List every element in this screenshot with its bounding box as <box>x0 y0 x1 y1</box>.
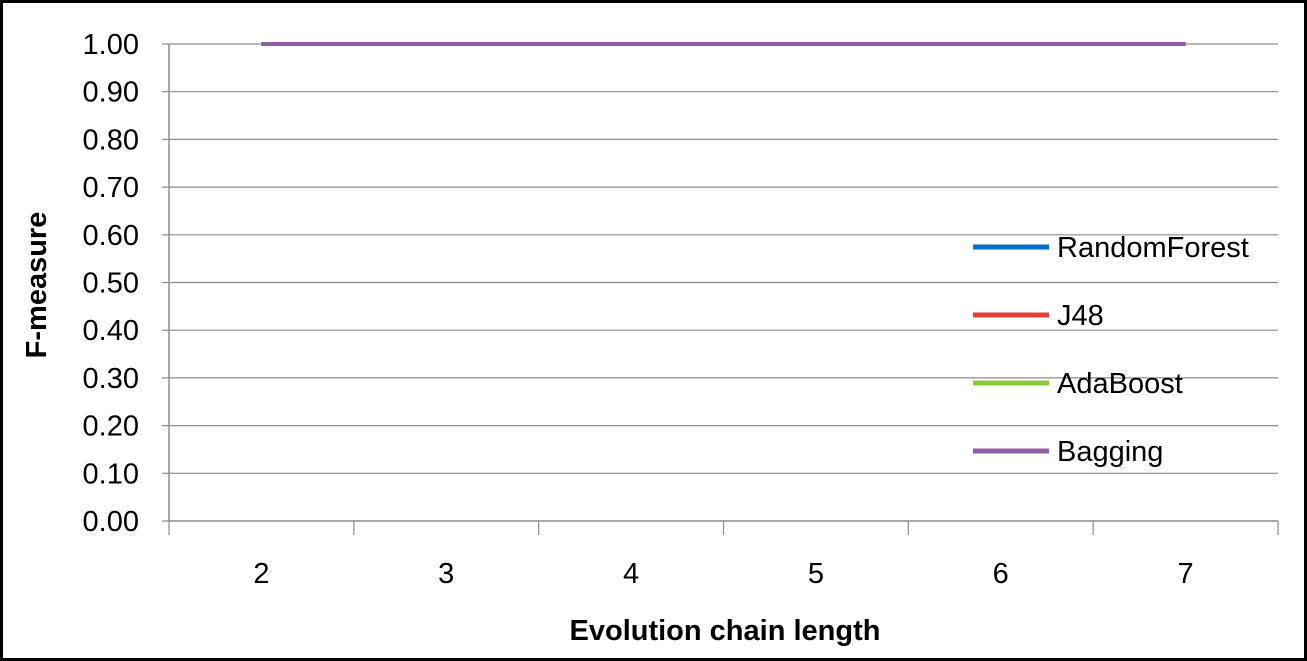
legend-label: J48 <box>1057 300 1104 332</box>
x-axis-title: Evolution chain length <box>570 615 881 647</box>
x-tick-label: 5 <box>808 558 824 590</box>
y-tick-label: 0.10 <box>83 458 139 490</box>
y-tick-label: 0.00 <box>83 506 139 538</box>
y-tick-label: 0.30 <box>83 363 139 395</box>
x-tick-label: 2 <box>253 558 269 590</box>
y-tick-label: 0.50 <box>83 268 139 300</box>
x-tick-label: 3 <box>438 558 454 590</box>
line-chart: 0.00 0.10 0.20 0.30 0.40 0.50 0.60 0.70 0.80 0.90… <box>21 29 1279 647</box>
y-tick-label: 0.70 <box>83 172 139 204</box>
x-tick-label: 7 <box>1178 558 1194 590</box>
y-tick-label: 0.20 <box>83 411 139 443</box>
y-tick-label: 0.90 <box>83 77 139 109</box>
legend-label: RandomForest <box>1057 232 1249 264</box>
x-tick-labels: 2 3 4 5 6 7 <box>253 558 1193 590</box>
y-tick-labels: 0.00 0.10 0.20 0.30 0.40 0.50 0.60 0.70 0.80 0.90… <box>83 29 139 538</box>
legend: RandomForest J48 AdaBoost Bagging <box>973 232 1249 468</box>
legend-label: AdaBoost <box>1057 368 1183 400</box>
y-tick-label: 0.40 <box>83 315 139 347</box>
y-tick-label: 1.00 <box>83 29 139 61</box>
axes <box>162 43 1279 535</box>
x-tick-label: 4 <box>623 558 639 590</box>
x-tick-label: 6 <box>993 558 1009 590</box>
y-axis-title: F-measure <box>21 212 53 359</box>
legend-label: Bagging <box>1057 436 1163 468</box>
y-tick-label: 0.80 <box>83 124 139 156</box>
y-tick-label: 0.60 <box>83 220 139 252</box>
